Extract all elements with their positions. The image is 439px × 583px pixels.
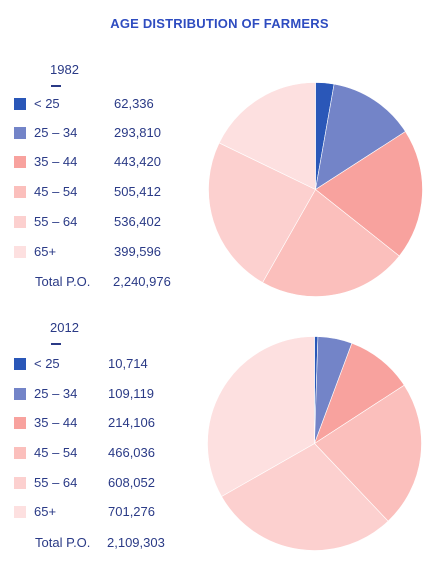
total-value: 2,240,976 xyxy=(113,274,171,289)
legend-swatch xyxy=(14,186,26,198)
legend-label: 55 – 64 xyxy=(34,475,78,490)
legend-label: < 25 xyxy=(34,356,60,371)
legend-label: 35 – 44 xyxy=(34,415,78,430)
legend-value: 214,106 xyxy=(108,415,155,430)
slice-35-44 xyxy=(314,131,423,257)
legend-label: 35 – 44 xyxy=(34,154,78,169)
chart-title: AGE DISTRIBUTION OF FARMERS xyxy=(110,16,329,31)
legend-label: 45 – 54 xyxy=(34,184,78,199)
legend-value: 466,036 xyxy=(108,445,155,460)
legend-swatch xyxy=(14,447,26,459)
legend-label: 45 – 54 xyxy=(34,445,78,460)
total-value: 2,109,303 xyxy=(107,535,165,550)
year-dash-1982 xyxy=(51,85,61,87)
legend-swatch xyxy=(14,127,26,139)
legend-swatch xyxy=(14,388,26,400)
legend-label: 25 – 34 xyxy=(34,125,78,140)
legend-label: < 25 xyxy=(34,96,60,111)
legend-value: 608,052 xyxy=(108,475,155,490)
legend-value: 62,336 xyxy=(114,96,154,111)
legend-label: 55 – 64 xyxy=(34,214,78,229)
year-label-2012: 2012 xyxy=(50,320,79,335)
legend-value: 536,402 xyxy=(114,214,161,229)
legend-swatch xyxy=(14,98,26,110)
slice-45-54 xyxy=(314,384,422,522)
slice-55-64 xyxy=(221,443,389,551)
pie-chart-1982 xyxy=(208,82,423,297)
slice-65-plus xyxy=(218,82,316,190)
legend-label: 65+ xyxy=(34,244,57,259)
slice-25-34 xyxy=(315,83,406,191)
year-label-1982: 1982 xyxy=(50,62,79,77)
total-label: Total P.O. xyxy=(35,274,91,289)
slice-45-54 xyxy=(262,189,400,297)
legend-value: 505,412 xyxy=(114,184,161,199)
legend-value: 701,276 xyxy=(108,504,155,519)
total-row-2012: Total P.O. 2,109,303 xyxy=(35,535,165,550)
pie-chart-2012 xyxy=(207,336,422,551)
legend-value: 109,119 xyxy=(108,386,155,401)
legend-value: 399,596 xyxy=(114,244,161,259)
legend-value: 443,420 xyxy=(114,154,161,169)
legend-swatch xyxy=(14,417,26,429)
legend-swatch xyxy=(14,156,26,168)
legend-swatch xyxy=(14,216,26,228)
legend-swatch xyxy=(14,358,26,370)
slice-55-64 xyxy=(208,142,316,283)
legend-swatch xyxy=(14,246,26,258)
year-dash-2012 xyxy=(51,343,61,345)
slice-65-plus xyxy=(207,336,315,497)
total-row-1982: Total P.O. 2,240,976 xyxy=(35,274,171,289)
legend-swatch xyxy=(14,477,26,489)
legend-swatch xyxy=(14,506,26,518)
legend-label: 25 – 34 xyxy=(34,386,78,401)
legend-value: 10,714 xyxy=(108,356,148,371)
legend-label: 65+ xyxy=(34,504,57,519)
legend-value: 293,810 xyxy=(114,125,161,140)
total-label: Total P.O. xyxy=(35,535,91,550)
